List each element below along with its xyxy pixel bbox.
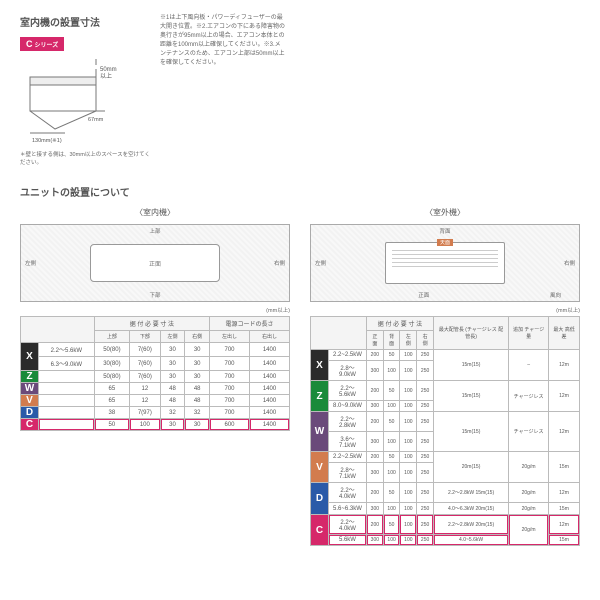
- svg-text:67mm: 67mm: [88, 117, 104, 123]
- table-row: X2.2～5.6kW50(80)7(60)30307001400: [21, 343, 290, 357]
- outdoor-table: 据 付 必 要 寸 法最大配管長 (チャージレス 配管長)追加 チャージ量最大 …: [310, 316, 580, 546]
- series-D: D: [311, 483, 329, 515]
- table-row: V2.2~2.5kW2005010025020m(15)20g/m15m: [311, 452, 580, 463]
- table-row: C2.2～4.0kW200501002502.2～2.8kW 20m(15)20…: [311, 515, 580, 535]
- badge-letter: C: [26, 39, 33, 49]
- mm-note-1: (mm以上): [20, 306, 290, 314]
- series-C: C: [311, 515, 329, 546]
- indoor-label: 〈室内機〉: [20, 207, 290, 218]
- unit-section: ユニットの設置について 〈室内機〉 上部 下部 左側 右側 正面 (mm以上) …: [20, 184, 580, 546]
- series-W: W: [311, 412, 329, 452]
- series-C: C: [21, 419, 39, 431]
- unit-title: ユニットの設置について: [20, 184, 580, 199]
- series-Z: Z: [311, 381, 329, 412]
- top-install-section: 室内機の設置寸法 Cシリーズ 50mm以上 67mm 130mm(※1) ＊壁と…: [20, 14, 580, 166]
- series-V: V: [311, 452, 329, 483]
- table-row: 6.3～9.0kW30(80)7(60)30307001400: [21, 357, 290, 371]
- table-row: W2.2～2.8kW2005010025015m(15)チャージレス12m: [311, 412, 580, 432]
- left-table-wrap: 据 付 必 要 寸 法電源コードの長さ上部下部左側右側左出し右出しX2.2～5.…: [20, 316, 290, 431]
- svg-text:130mm(※1): 130mm(※1): [32, 137, 62, 144]
- right-table-wrap: 据 付 必 要 寸 法最大配管長 (チャージレス 配管長)追加 チャージ量最大 …: [310, 316, 580, 546]
- table-row: V651248487001400: [21, 395, 290, 407]
- table-row: Z2.2～5.6kW2005010025015m(15)チャージレス12m: [311, 381, 580, 401]
- install-diagram-col: 室内機の設置寸法 Cシリーズ 50mm以上 67mm 130mm(※1) ＊壁と…: [20, 14, 150, 166]
- top-title: 室内機の設置寸法: [20, 14, 150, 29]
- indoor-unit-diagram-icon: 50mm以上 67mm 130mm(※1): [20, 59, 140, 144]
- outdoor-unit-icon: 天面: [385, 242, 505, 284]
- outdoor-col: 〈室外機〉 背面 正面 風向 左側 右側 天面 (mm以上) 据 付 必 要 寸…: [310, 207, 580, 546]
- badge-suffix: シリーズ: [35, 43, 59, 49]
- table-row: 5.6~6.3kW3001001002504.0～6.3kW 20m(15)20…: [311, 503, 580, 515]
- outdoor-diagram: 背面 正面 風向 左側 右側 天面: [310, 224, 580, 302]
- outdoor-label: 〈室外機〉: [310, 207, 580, 218]
- indoor-unit-icon: 正面: [90, 244, 220, 282]
- series-V: V: [21, 395, 39, 407]
- series-D: D: [21, 407, 39, 419]
- series-X: X: [21, 343, 39, 371]
- svg-text:50mm: 50mm: [100, 67, 117, 73]
- table-row: W651248487001400: [21, 383, 290, 395]
- table-row: D387(97)32327001400: [21, 407, 290, 419]
- series-W: W: [21, 383, 39, 395]
- wall-note: ＊壁と接する側は、30mm以上のスペースを空けてください。: [20, 150, 150, 166]
- install-notes: ※1は上下風向板・パワーディフューザーの最大開き位置。※2.エアコンの下にある障…: [160, 14, 285, 166]
- series-Z: Z: [21, 371, 39, 383]
- table-row: Z50(80)7(60)30307001400: [21, 371, 290, 383]
- svg-text:以上: 以上: [100, 72, 112, 80]
- table-row: C5010030306001400: [21, 419, 290, 431]
- series-badge: Cシリーズ: [20, 37, 64, 51]
- table-row: D2.2～4.0kW200501002502.2～2.8kW 15m(15)20…: [311, 483, 580, 503]
- indoor-table: 据 付 必 要 寸 法電源コードの長さ上部下部左側右側左出し右出しX2.2～5.…: [20, 316, 290, 431]
- table-row: X2.2~2.5kW2005010025015m(15)–12m: [311, 350, 580, 361]
- indoor-diagram: 上部 下部 左側 右側 正面: [20, 224, 290, 302]
- series-X: X: [311, 350, 329, 381]
- indoor-col: 〈室内機〉 上部 下部 左側 右側 正面 (mm以上) 据 付 必 要 寸 法電…: [20, 207, 290, 546]
- mm-note-2: (mm以上): [310, 306, 580, 314]
